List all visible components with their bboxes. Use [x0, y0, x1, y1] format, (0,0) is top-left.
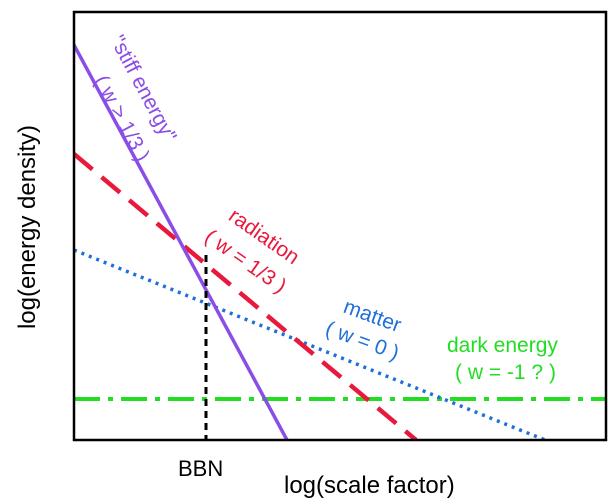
- x-tick-bbn: BBN: [178, 456, 224, 481]
- plot-frame: [72, 10, 608, 442]
- stiff-energy-line: [74, 44, 289, 440]
- dark-energy-label: dark energy: [447, 334, 558, 357]
- series-lines: [74, 44, 606, 440]
- radiation-line: [74, 152, 418, 440]
- x-axis-label: log(scale factor): [284, 472, 455, 499]
- y-axis-label: log(energy density): [14, 124, 42, 330]
- dark-energy-w-label: ( w = -1 ? ): [455, 361, 556, 384]
